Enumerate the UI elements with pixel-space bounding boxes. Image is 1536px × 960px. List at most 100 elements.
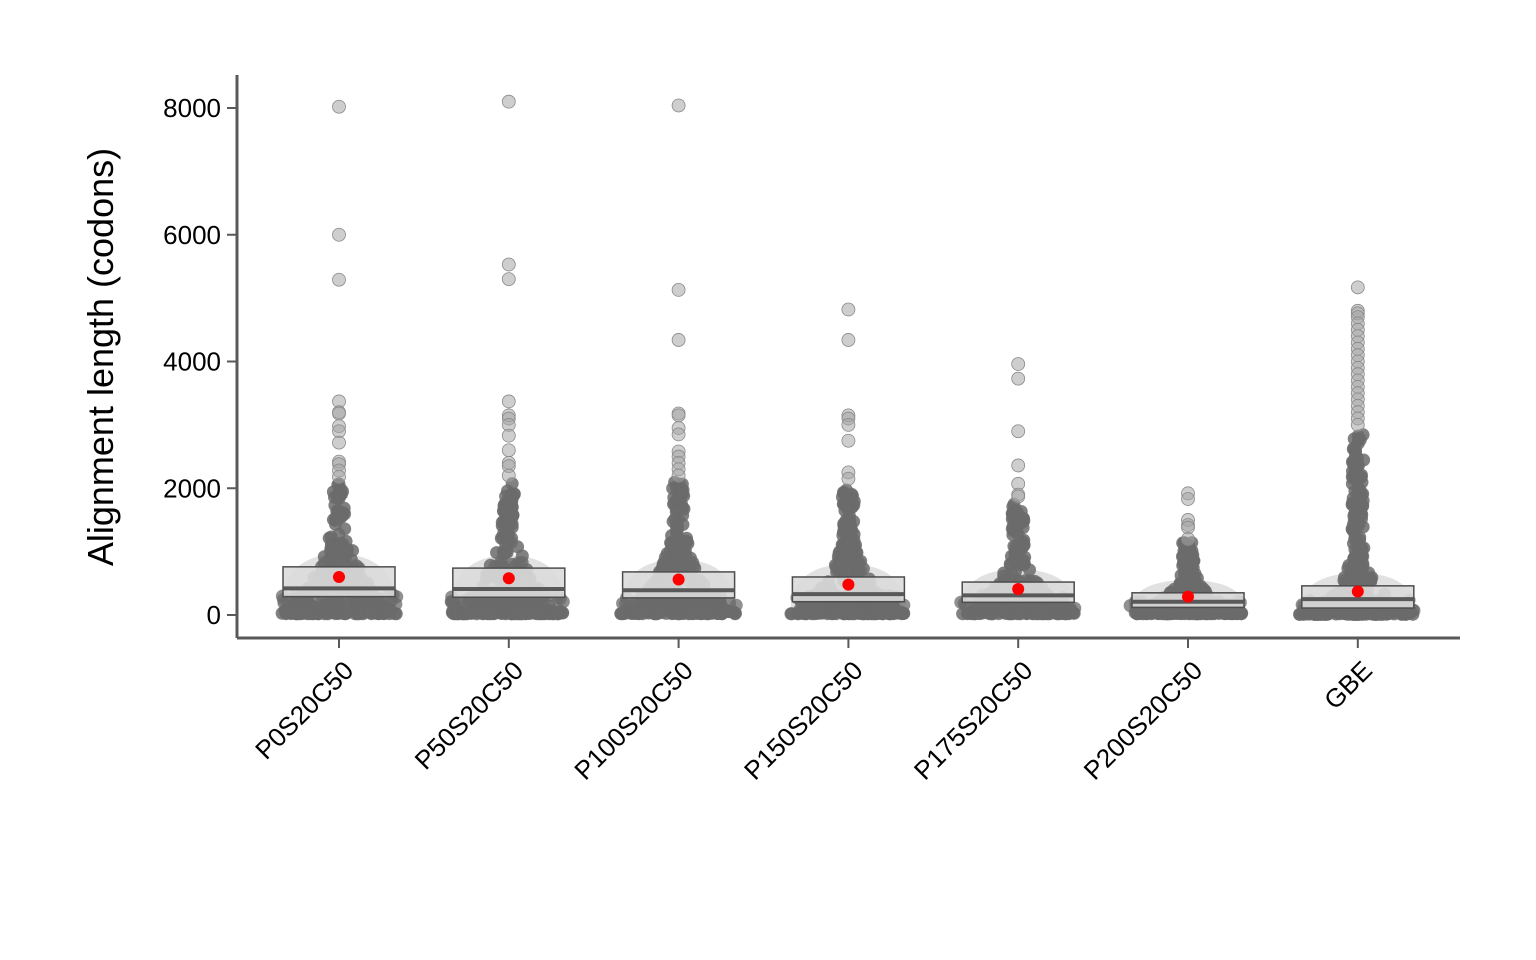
data-point <box>838 522 852 536</box>
y-axis-title: Alignment length (codons) <box>80 148 121 566</box>
outlier-point <box>671 333 686 347</box>
mean-marker-P100S20C50 <box>672 573 685 586</box>
data-point <box>468 604 482 618</box>
data-point <box>1005 566 1019 580</box>
data-point <box>998 604 1012 618</box>
points-layer <box>275 94 1421 621</box>
data-point <box>1010 600 1024 614</box>
data-point <box>1347 441 1361 455</box>
data-point <box>500 603 514 617</box>
data-point <box>502 512 516 526</box>
data-point <box>485 598 499 612</box>
data-point <box>1342 558 1356 572</box>
data-point <box>661 603 675 617</box>
data-point <box>328 498 342 512</box>
outlier-point <box>501 94 516 109</box>
outlier-point <box>841 302 856 317</box>
data-point <box>841 539 855 553</box>
outlier-point <box>332 406 346 421</box>
data-point <box>677 502 691 516</box>
data-point <box>499 537 513 551</box>
data-point <box>729 598 743 612</box>
x-tick-label: P50S20C50 <box>409 655 529 775</box>
outlier-point <box>1011 371 1026 386</box>
data-point <box>1175 550 1189 564</box>
data-point <box>1006 528 1020 542</box>
outlier-point <box>332 435 346 450</box>
data-point <box>365 602 379 616</box>
data-point <box>1356 562 1370 576</box>
data-point <box>839 513 853 527</box>
outlier-point <box>841 333 856 347</box>
y-tick-label: 2000 <box>163 473 221 503</box>
data-point <box>510 598 524 612</box>
data-point <box>535 606 549 620</box>
data-point <box>973 603 987 617</box>
data-point <box>1330 606 1344 620</box>
data-point <box>1049 600 1063 614</box>
data-point <box>335 605 349 619</box>
outlier-point <box>841 433 856 448</box>
data-point <box>511 540 525 554</box>
data-point <box>498 547 512 561</box>
outlier-point <box>332 99 346 114</box>
data-point <box>675 484 689 498</box>
data-point <box>293 597 307 611</box>
data-point <box>322 531 336 545</box>
data-point <box>986 605 1000 619</box>
x-tick-label: P200S20C50 <box>1078 655 1209 786</box>
data-point <box>1022 604 1036 618</box>
outlier-point <box>671 98 686 113</box>
outlier-point <box>1011 489 1026 504</box>
outlier-point <box>1011 424 1026 439</box>
data-point <box>676 518 690 532</box>
x-tick-label: P175S20C50 <box>908 655 1039 786</box>
data-point <box>877 606 891 620</box>
data-point <box>674 558 688 572</box>
x-tick-label: P100S20C50 <box>568 655 699 786</box>
mean-marker-P50S20C50 <box>502 572 515 585</box>
outlier-point <box>332 272 346 287</box>
mean-marker-P0S20C50 <box>333 570 345 583</box>
outlier-point <box>1011 357 1026 371</box>
data-point <box>688 605 702 619</box>
data-point <box>687 559 701 573</box>
data-point <box>340 542 354 556</box>
outlier-point <box>841 417 856 432</box>
data-point <box>330 509 344 523</box>
outlier-point <box>501 443 516 458</box>
data-point <box>1023 563 1037 577</box>
data-point <box>840 483 854 497</box>
outlier-point <box>671 282 686 297</box>
outlier-point <box>501 257 516 272</box>
outlier-point <box>501 468 516 483</box>
mean-marker-P150S20C50 <box>842 578 855 591</box>
axes-layer: P0S20C50 P50S20C50 P100S20C50 P150S20C50 P17… <box>163 75 1460 786</box>
data-point <box>1347 454 1361 468</box>
outlier-point <box>1011 458 1026 473</box>
data-point <box>838 498 852 512</box>
data-point <box>708 604 722 618</box>
y-tick-label: 8000 <box>163 93 221 123</box>
data-point <box>352 604 366 618</box>
data-point <box>671 531 685 545</box>
x-tick-label: P150S20C50 <box>738 655 869 786</box>
data-point <box>628 605 642 619</box>
mean-marker-GBE <box>1351 585 1364 598</box>
mean-marker-P200S20C50 <box>1182 590 1194 603</box>
data-point <box>1351 429 1365 443</box>
x-tick-label: GBE <box>1318 655 1378 715</box>
data-point <box>1354 497 1368 511</box>
data-point <box>553 606 567 620</box>
data-point <box>616 596 630 610</box>
data-point <box>851 565 865 579</box>
outlier-point <box>501 428 516 443</box>
data-point <box>833 602 847 616</box>
data-point <box>614 607 628 621</box>
data-point <box>1213 606 1227 620</box>
data-point <box>1194 579 1208 593</box>
boxes-layer <box>282 566 1415 609</box>
y-tick-label: 4000 <box>163 347 221 377</box>
